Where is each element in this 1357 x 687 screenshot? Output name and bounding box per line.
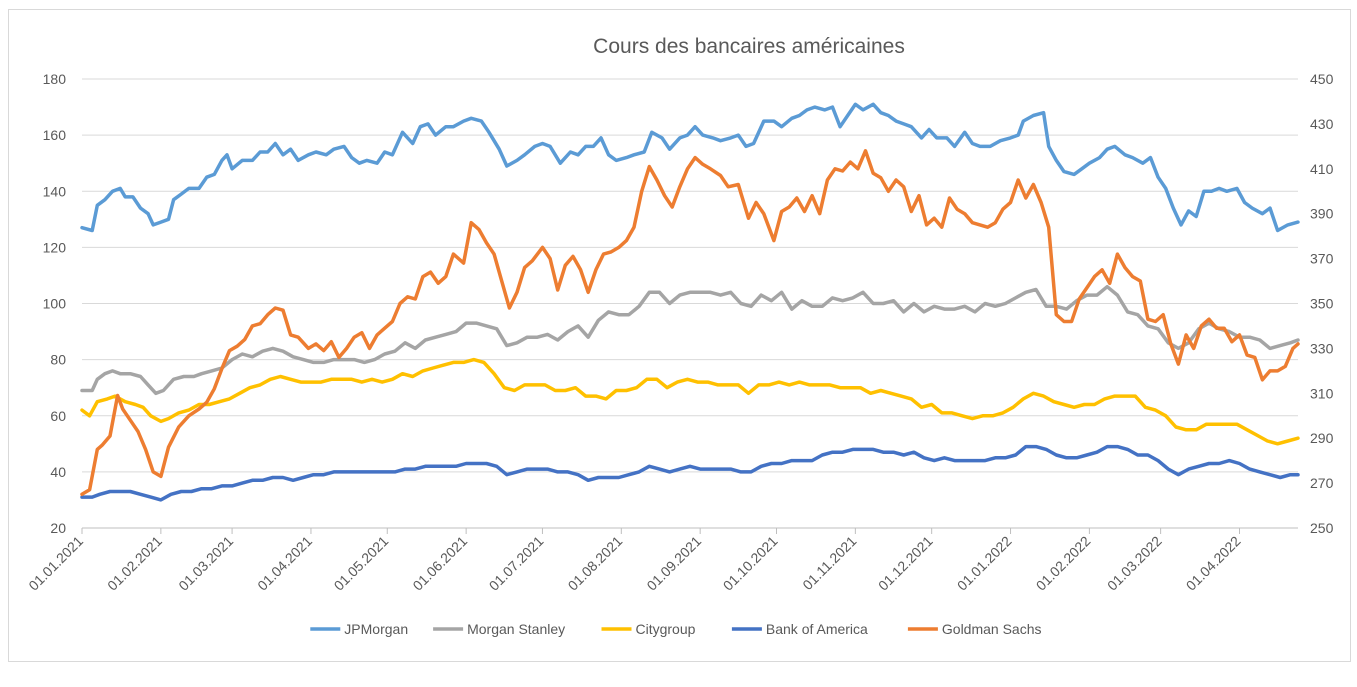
y-left-tick-label: 80: [50, 352, 66, 368]
y-left-tick-label: 40: [50, 464, 66, 480]
y-axis-left: 20 40 60 80 100 120 140 160 180: [43, 71, 67, 536]
y-axis-right: 250 270 290 310 330 350 370 390 410 430 450: [1310, 71, 1334, 536]
legend-item-citygroup: Citygroup: [601, 621, 696, 637]
line-chart: Cours des bancaires américaines 20 40 60 80…: [25, 35, 1334, 637]
y-left-tick-label: 180: [43, 71, 67, 87]
y-left-tick-label: 100: [43, 296, 67, 312]
x-tick-label: 01.12.2021: [875, 533, 936, 594]
legend-item-morgan-stanley: Morgan Stanley: [433, 621, 565, 637]
series-line-citygroup: [80, 357, 1300, 446]
x-tick-label: 01.02.2021: [104, 533, 165, 594]
y-right-tick-label: 430: [1310, 116, 1334, 132]
series-line-bank-of-america: [80, 444, 1300, 502]
y-right-tick-label: 390: [1310, 206, 1334, 222]
x-tick-label: 01.10.2021: [720, 533, 781, 594]
legend-item-jpmorgan: JPMorgan: [310, 621, 408, 637]
x-tick-label: 01.01.2022: [954, 533, 1015, 594]
x-tick-label: 01.06.2021: [409, 533, 470, 594]
x-tick-label: 01.02.2022: [1033, 533, 1094, 594]
y-right-tick-label: 410: [1310, 161, 1334, 177]
chart-title: Cours des bancaires américaines: [593, 35, 905, 58]
series-line-goldman-sachs: [80, 149, 1300, 497]
y-right-tick-label: 350: [1310, 296, 1334, 312]
y-left-tick-label: 140: [43, 183, 67, 199]
y-left-tick-label: 120: [43, 239, 67, 255]
y-right-tick-label: 290: [1310, 430, 1334, 446]
y-left-tick-label: 160: [43, 127, 67, 143]
series-line-jpmorgan: [80, 102, 1300, 233]
x-tick-label: 01.03.2022: [1104, 533, 1165, 594]
y-right-tick-label: 450: [1310, 71, 1334, 87]
x-tick-label: 01.03.2021: [175, 533, 236, 594]
legend-label: Citygroup: [636, 621, 696, 637]
x-tick-label: 01.11.2021: [799, 533, 859, 593]
x-axis: 01.01.2021 01.02.2021 01.03.2021 01.04.2021…: [25, 527, 1298, 594]
legend-label: JPMorgan: [344, 621, 408, 637]
series-line-morgan-stanley: [80, 284, 1300, 396]
x-tick-label: 01.01.2021: [25, 533, 86, 594]
y-right-tick-label: 310: [1310, 385, 1334, 401]
legend-label: Bank of America: [766, 621, 868, 637]
y-right-tick-label: 330: [1310, 340, 1334, 356]
legend-label: Goldman Sachs: [942, 621, 1042, 637]
x-tick-label: 01.04.2021: [254, 533, 315, 594]
legend-item-goldman-sachs: Goldman Sachs: [907, 621, 1042, 637]
x-tick-label: 01.05.2021: [331, 533, 392, 594]
x-tick-label: 01.07.2021: [486, 533, 547, 594]
chart-frame: Cours des bancaires américaines 20 40 60 80…: [8, 9, 1351, 662]
legend-label: Morgan Stanley: [467, 621, 565, 637]
legend: JPMorgan Morgan Stanley Citygroup Bank of A…: [310, 621, 1042, 637]
y-left-tick-label: 20: [50, 520, 66, 536]
x-tick-label: 01.08.2021: [565, 533, 626, 594]
series-lines: [80, 102, 1300, 502]
y-right-tick-label: 270: [1310, 475, 1334, 491]
x-tick-label: 01.04.2022: [1183, 533, 1244, 594]
y-right-tick-label: 250: [1310, 520, 1334, 536]
y-left-tick-label: 60: [50, 408, 66, 424]
y-right-tick-label: 370: [1310, 251, 1334, 267]
gridlines: [82, 78, 1298, 473]
legend-item-bank-of-america: Bank of America: [731, 621, 868, 637]
x-tick-label: 01.09.2021: [643, 533, 704, 594]
